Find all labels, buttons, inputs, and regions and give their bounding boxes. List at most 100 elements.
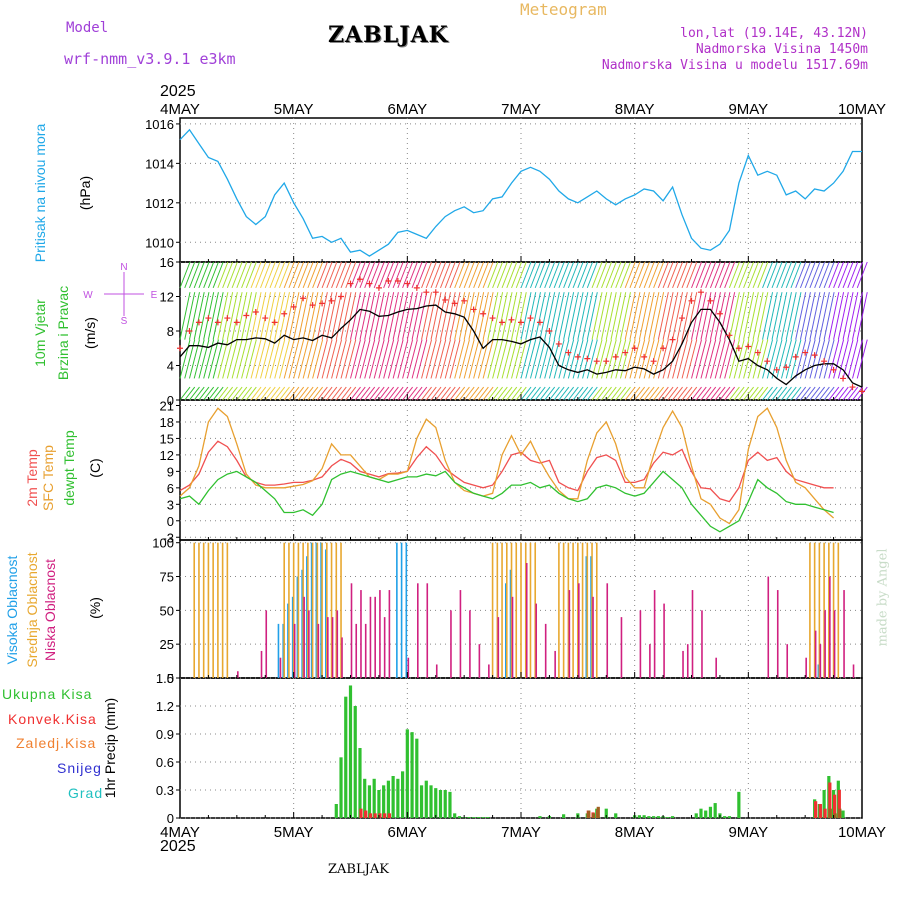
wind-barb [790,292,802,340]
gust-marker [811,352,818,359]
cloud-bar [682,650,684,678]
wind-barb [852,292,864,340]
precip-bar [694,813,698,818]
compass-label: N [120,262,127,273]
wind-barb [302,339,314,379]
wind-barb [530,261,541,289]
wind-barb [700,261,712,289]
wind-barb [515,386,527,401]
wind-barb [586,339,598,379]
wind-barb [629,261,641,289]
gust-marker [262,315,269,322]
wind-barb [193,261,205,289]
gust-marker [773,366,780,373]
wind-barb [316,292,328,340]
gust-marker [726,332,733,339]
cloud-bar [265,610,268,678]
wind-barb [828,386,840,401]
gust-marker [716,310,723,317]
wind-barb [709,339,721,379]
cloud-bar [383,617,386,678]
wind-barb [421,339,433,379]
wind-barb [558,339,570,379]
legend-hail: Grad [68,785,104,801]
wind-barb [264,339,276,379]
wind-barb [212,292,224,340]
cloud-ytick-label: 50 [160,603,174,618]
wind-barb [368,339,380,379]
bottom-date-label: 9MAY [728,824,768,841]
wind-barb [506,292,518,340]
wind-barb [383,386,395,401]
wind-barb [686,339,698,379]
cloud-bar [237,671,239,678]
wind-barb [847,261,859,289]
wind-barb [392,292,404,340]
gust-marker [300,295,307,302]
wind-barb [383,339,395,379]
wind-barb [511,292,523,340]
wind-barb [837,292,849,340]
wind-barb [520,386,532,401]
wind-barb [269,261,281,289]
wind-barb [648,261,660,289]
wind-barb [624,386,636,401]
wind-barb [463,339,475,379]
wind-barb [226,292,238,340]
gust-marker [347,280,354,287]
wind-barb [837,339,849,379]
precip-bar [838,808,842,818]
wind-barb [842,386,854,401]
precip-bar [538,816,542,818]
wind-barb [800,386,811,401]
cloud-bar [311,542,314,678]
wind-barb [345,261,357,289]
wind-barb [804,386,816,401]
wind-barb [814,339,826,379]
wind-barb [728,386,740,401]
wind-barb [847,292,859,340]
wind-barb [496,292,508,340]
precip-bar [344,696,348,818]
wind-barb [771,386,783,401]
wind-barb [482,261,494,289]
wind-barb [591,292,603,340]
precip-bar [383,813,387,818]
wind-barb [506,261,518,289]
cloud-ytick-label: 0 [167,671,174,686]
wind-barb [293,386,305,401]
wind-barb [757,292,769,340]
cloud-bar [814,630,817,678]
wind-barb [264,261,276,289]
cloud-bar [321,542,323,678]
wind-barb [714,386,726,401]
gust-marker [480,310,487,317]
gust-marker [442,296,449,303]
data-layer [177,128,868,818]
cloud-bar [837,542,840,678]
bottom-date-label: 6MAY [387,824,427,841]
wind-barb [402,261,414,289]
wind-barb [312,339,324,379]
wind-barb [686,386,698,401]
wind-barb [833,261,845,289]
wind-barb [728,339,740,379]
wind-barb [648,386,660,401]
gust-marker [603,358,610,365]
wind-barb [653,292,665,340]
cloud-bar [701,610,703,678]
gust-marker [584,355,591,362]
wind-barb [544,261,556,289]
wind-barb [657,292,669,340]
wind-barb [719,386,731,401]
cloud-ytick-label: 25 [160,637,174,652]
gust-marker [186,328,193,334]
cloud-bar [330,542,333,678]
cloud-bar [193,542,196,678]
wind-barb [511,339,523,379]
gust-marker [309,302,316,309]
wind-barb [714,339,726,379]
wind-barb [705,339,717,379]
wind-barb [354,261,366,289]
wind-barb [624,292,636,340]
